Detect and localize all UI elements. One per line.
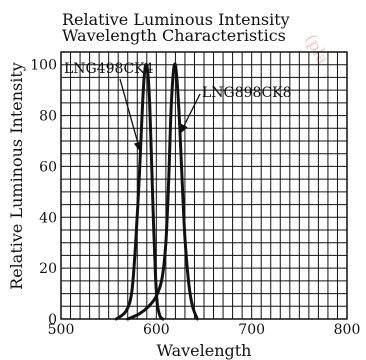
series-label-arrow-2 [179, 93, 201, 135]
series-line-1 [114, 62, 165, 321]
series-line-2 [126, 62, 199, 321]
y-tick-label: 0 [48, 312, 57, 328]
series-annotations: LNG498CK4 LNG898CK8 [64, 61, 292, 153]
chart-title-line-1: Relative Luminous Intensity [62, 10, 290, 29]
x-tick-label: 500 [48, 322, 75, 338]
grid-lines [61, 52, 347, 319]
chart-title-line-2: Wavelength Characteristics [62, 26, 286, 45]
y-tick-label: 60 [39, 159, 57, 175]
plot-frame [60, 51, 348, 320]
y-tick-label: 100 [30, 58, 57, 74]
y-tick-label: 80 [39, 109, 57, 125]
x-tick-label: 800 [334, 322, 361, 338]
x-tick-label: 700 [238, 322, 265, 338]
tick-labels: 500 600 700 800 0 20 40 60 80 100 [30, 58, 360, 338]
data-series [114, 62, 199, 321]
y-tick-label: 40 [39, 210, 57, 226]
y-tick-label: 20 [39, 261, 57, 277]
series-label-1: LNG498CK4 [64, 61, 154, 77]
x-tick-label: 600 [143, 322, 170, 338]
x-axis-title: Wavelength [157, 341, 252, 360]
series-label-2: LNG898CK8 [202, 85, 292, 101]
y-axis-title: Relative Luminous Intensity [7, 62, 26, 290]
series-label-arrow-1 [119, 78, 142, 153]
